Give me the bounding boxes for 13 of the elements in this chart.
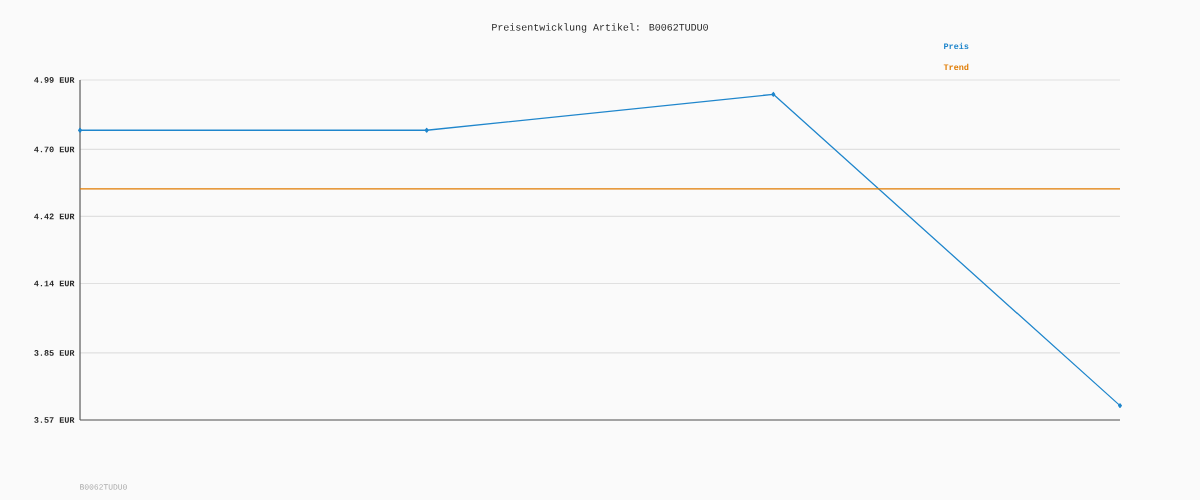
point (78, 127, 82, 133)
text: Preis (944, 42, 969, 50)
y-tick-label: 4.99 EUR (34, 77, 75, 83)
text: Trend (943, 63, 969, 71)
y-tick-label: 4.70 EUR (34, 146, 75, 153)
y-tick-label: 3.85 EUR (34, 350, 75, 356)
y-tick-label: 4.14 EUR (34, 280, 75, 287)
chart-title: Preisentwicklung Artikel: B0062TUDU0 (492, 23, 708, 33)
y-tick-label: 3.57 EUR (34, 417, 75, 423)
point (1118, 403, 1122, 409)
point (424, 127, 429, 133)
point (771, 91, 776, 97)
y-tick-label: 4.42 EUR (34, 213, 75, 220)
